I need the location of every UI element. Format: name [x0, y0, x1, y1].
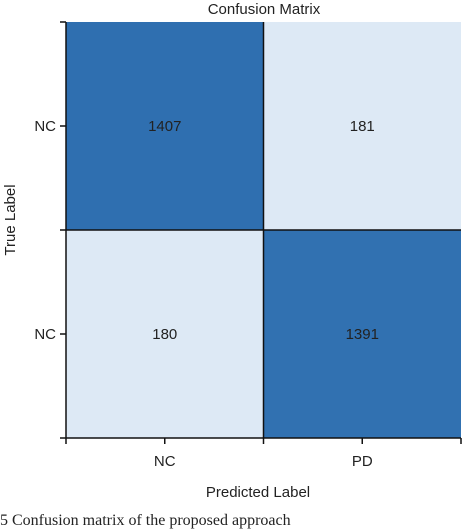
cell-value-r0-c1: 181 — [350, 118, 375, 135]
chart-title: Confusion Matrix — [208, 1, 321, 18]
cell-value-r1-c1: 1391 — [346, 326, 379, 343]
heatmap-cell-r1-c0 — [66, 230, 264, 438]
x-tick-label: PD — [352, 453, 373, 470]
heatmap-cell-r0-c1 — [263, 22, 461, 230]
y-tick-label: NC — [34, 118, 56, 135]
x-axis-label: Predicted Label — [206, 484, 310, 501]
cell-value-r0-c0: 1407 — [148, 118, 181, 135]
confusion-matrix-chart: Confusion Matrix 1407 181 180 1391 NC NC NC PD… — [2, 1, 462, 501]
y-axis-label: True Label — [2, 184, 19, 255]
y-tick-label: NC — [34, 326, 56, 343]
heatmap-cell-r0-c0 — [66, 22, 264, 230]
cell-value-r1-c0: 180 — [152, 326, 177, 343]
figure-caption: 5 Confusion matrix of the proposed appro… — [0, 513, 291, 529]
heatmap-cell-r1-c1 — [263, 230, 461, 438]
x-tick-label: NC — [154, 453, 176, 470]
